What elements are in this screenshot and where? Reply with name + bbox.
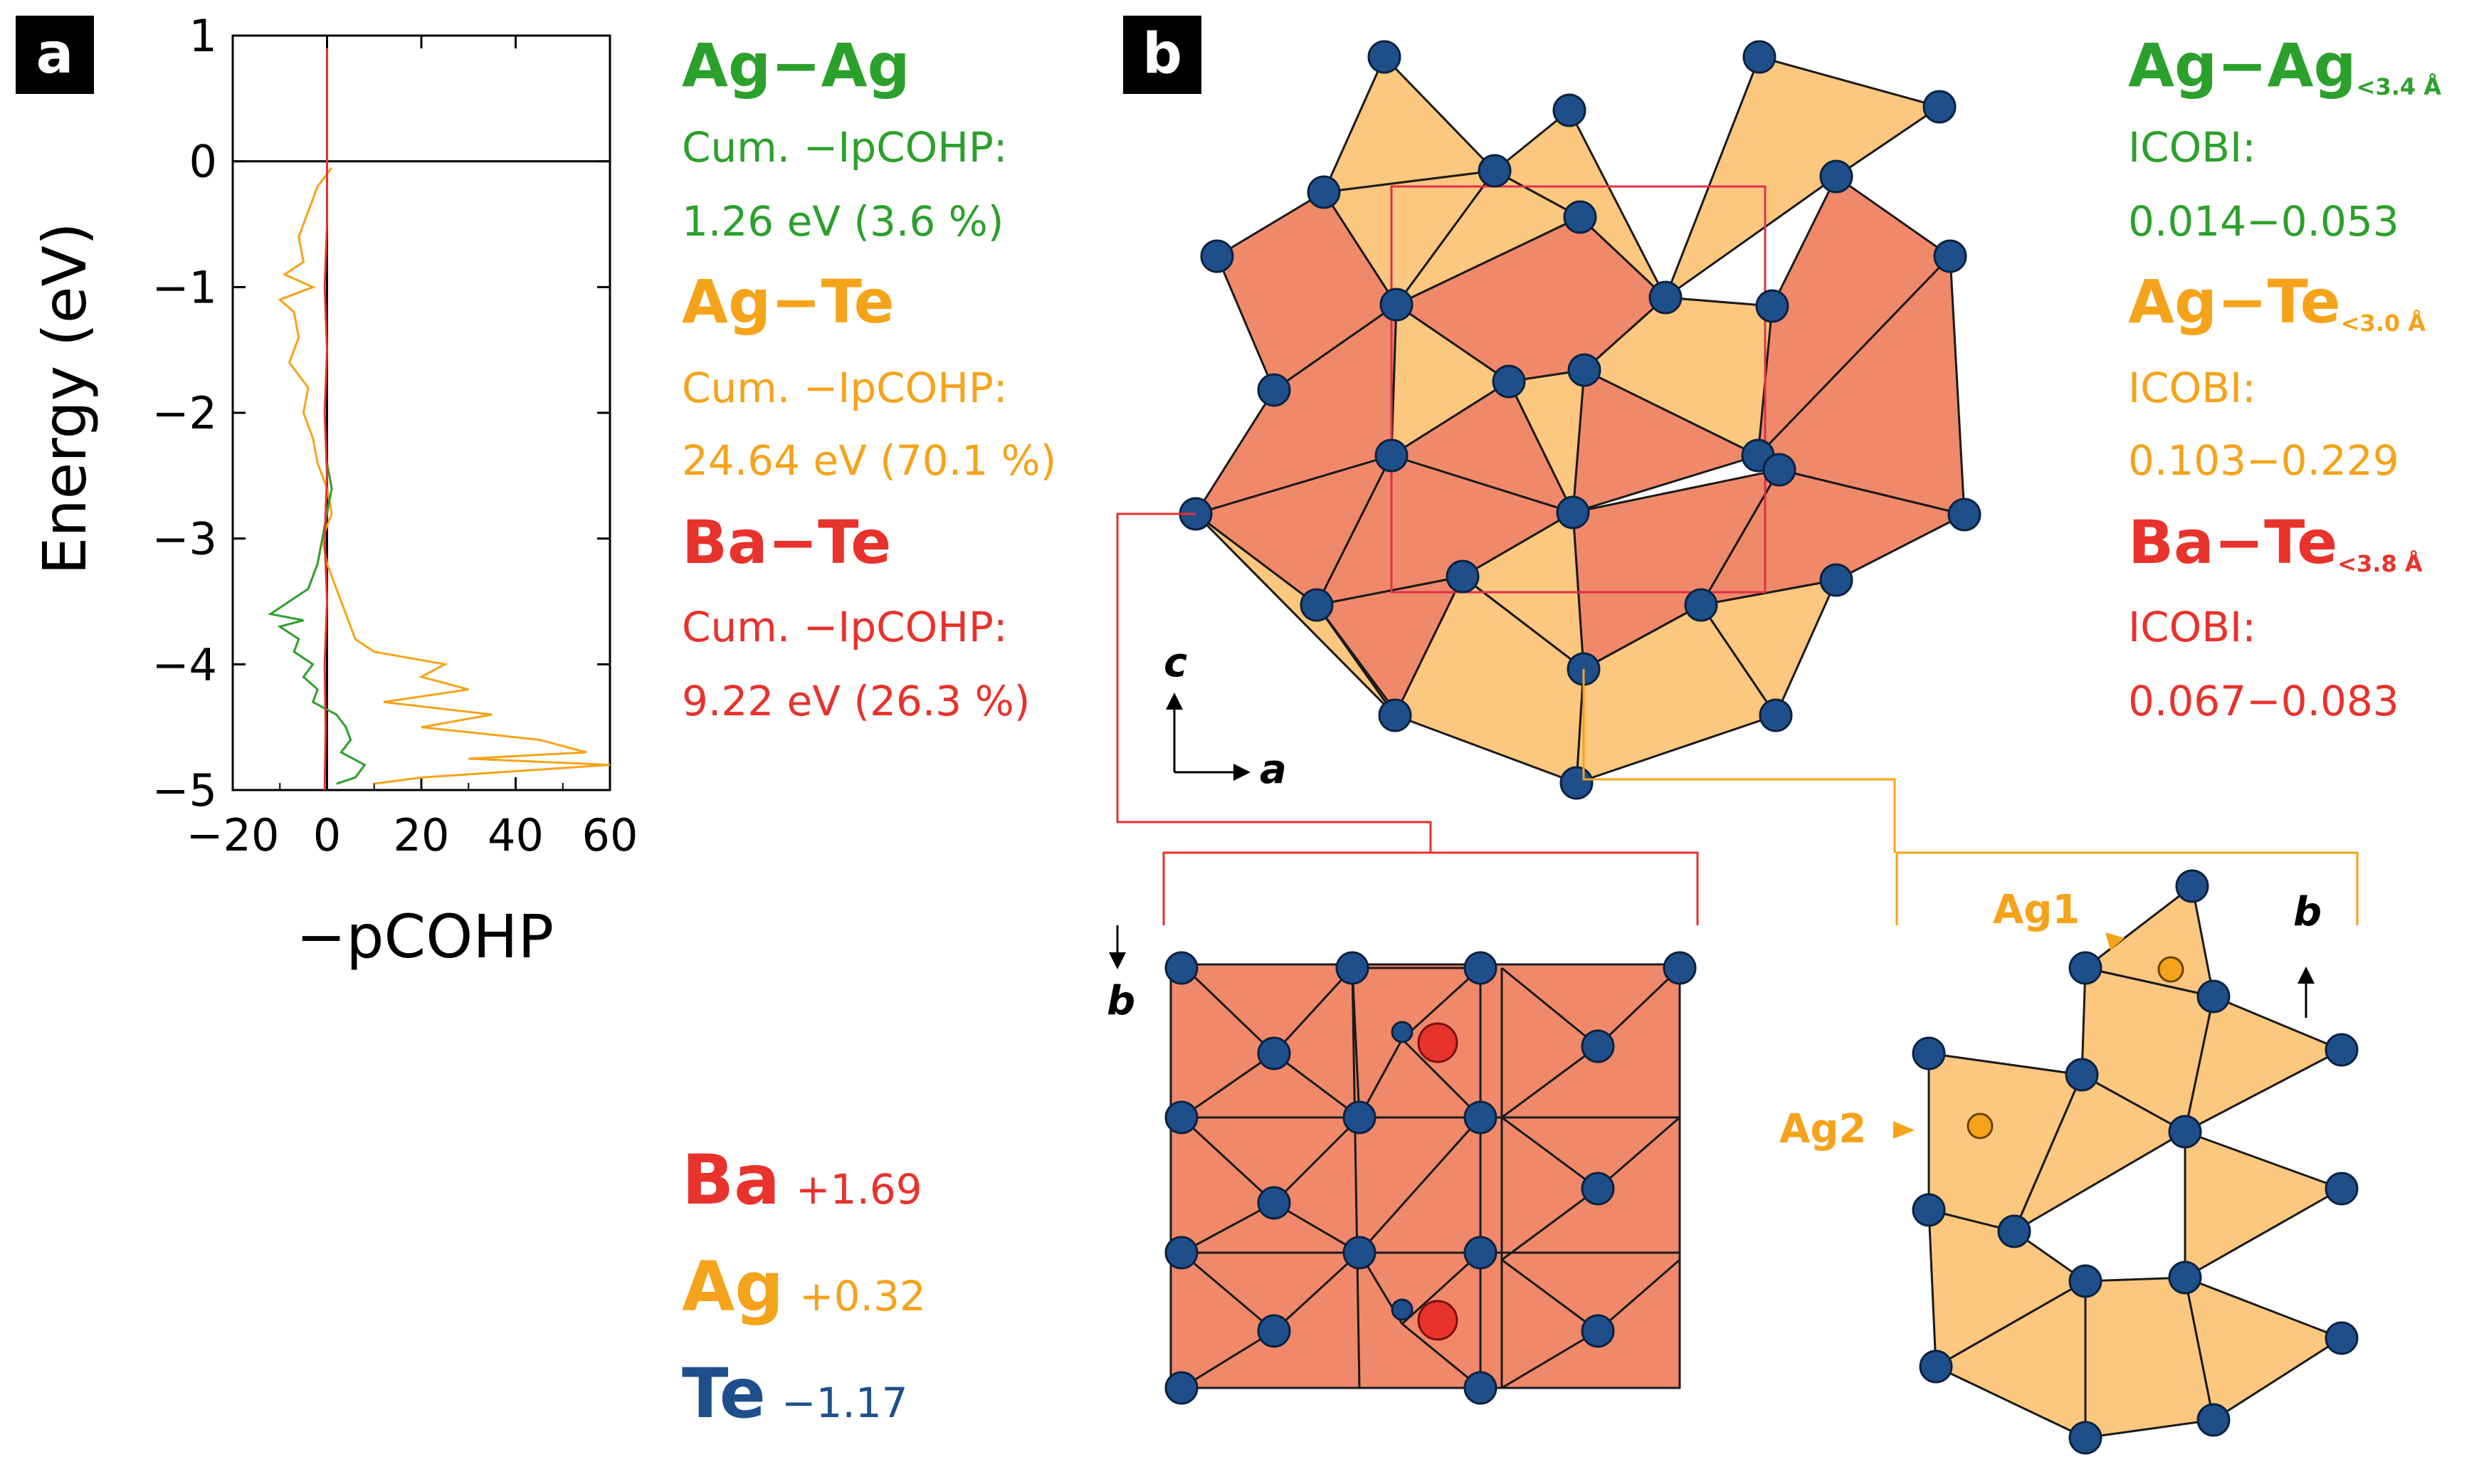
site-ag1-label: Ag1 (1993, 887, 2080, 933)
bond-a-bate-label: Cum. −IpCOHP: (682, 603, 1008, 651)
charge-ba-element: Ba (682, 1140, 780, 1220)
connector-orange (1582, 669, 2359, 925)
bond-a-bate-value: 9.22 eV (26.3 %) (682, 677, 1031, 725)
charge-ag-value: +0.32 (799, 1272, 926, 1320)
series-line-agag (268, 463, 367, 785)
bond-b-agag-title: Ag−Ag<3.4 Å (2128, 31, 2442, 100)
bond-a-agte-title: Ag−Te (682, 267, 895, 337)
x-tick-label: 20 (394, 809, 450, 861)
connector-red (1116, 512, 1699, 925)
bond-a-bate-title: Ba−Te (682, 507, 892, 577)
series-lines (268, 48, 611, 791)
bond-b-bate-label: ICOBI: (2128, 603, 2256, 651)
axis-b-label-right: b (2293, 889, 2322, 935)
bond-b-agag-label: ICOBI: (2128, 123, 2256, 172)
charge-te-value: −1.17 (781, 1379, 908, 1427)
y-axis-label: Energy (eV) (30, 222, 100, 574)
axis-c-label: c (1164, 640, 1187, 686)
axis-a-label: a (1260, 747, 1287, 793)
axis-b-label-left: b (1107, 978, 1135, 1024)
y-tick-label: 0 (189, 136, 217, 188)
bond-b-agte-label: ICOBI: (2128, 364, 2256, 412)
site-ag2-label: Ag2 (1779, 1106, 1866, 1152)
x-tick-label: 0 (313, 809, 341, 861)
agte-polyhedra (1194, 56, 1941, 784)
bond-b-agte-title: Ag−Te<3.0 Å (2128, 267, 2426, 337)
charge-te: Te −1.17 (682, 1359, 908, 1428)
panel-label-b: b (1123, 16, 1201, 94)
ag1-pointer (2105, 932, 2125, 950)
agte-chain (1927, 885, 2343, 1439)
bond-b-agte-value: 0.103−0.229 (2128, 436, 2399, 485)
bond-b-agag-value: 0.014−0.053 (2128, 197, 2399, 246)
te-atoms-agte (1912, 869, 2359, 1455)
pcohp-chart: Energy (eV) −pCOHP 1 0 −1 −2 −3 −4 −5−20 0 20 40 6… (30, 10, 638, 972)
x-tick-label: 40 (488, 809, 544, 861)
y-tick-label: −4 (152, 638, 217, 690)
bond-a-agag-value: 1.26 eV (3.6 %) (682, 197, 1004, 246)
unit-cell (1390, 185, 1767, 594)
te-atoms-main (1179, 40, 1981, 800)
charge-ag-element: Ag (682, 1247, 784, 1327)
panel-label-a: a (16, 16, 94, 94)
y-tick-label: −3 (152, 513, 217, 565)
ag2-pointer (1893, 1121, 1915, 1139)
x-axis-label: −pCOHP (296, 902, 554, 972)
bond-a-agag-title: Ag−Ag (682, 31, 910, 100)
ba-atoms (1417, 1022, 1458, 1341)
y-tick-label: −1 (152, 261, 217, 313)
bond-a-agte-label: Cum. −IpCOHP: (682, 364, 1008, 412)
te-atoms-bate (1164, 951, 1697, 1405)
x-tick-label: −20 (186, 809, 280, 861)
y-tick-label: 1 (189, 10, 217, 62)
series-line-bate (323, 48, 329, 791)
bond-b-bate-value: 0.067−0.083 (2128, 677, 2399, 725)
x-tick-label: 60 (582, 809, 638, 861)
y-tick-label: −2 (152, 387, 217, 439)
charge-ba: Ba +1.69 (682, 1146, 922, 1214)
charge-ba-value: +1.69 (795, 1165, 922, 1214)
charge-ag: Ag +0.32 (682, 1253, 926, 1321)
axes-ca (1166, 693, 1251, 781)
bond-b-bate-title: Ba−Te<3.8 Å (2128, 507, 2423, 577)
bond-a-agte-value: 24.64 eV (70.1 %) (682, 436, 1057, 485)
bond-a-agag-label: Cum. −IpCOHP: (682, 123, 1008, 172)
charge-te-element: Te (682, 1354, 766, 1433)
y-tick-label: −5 (152, 764, 217, 816)
ag-atoms (1967, 956, 2184, 1140)
